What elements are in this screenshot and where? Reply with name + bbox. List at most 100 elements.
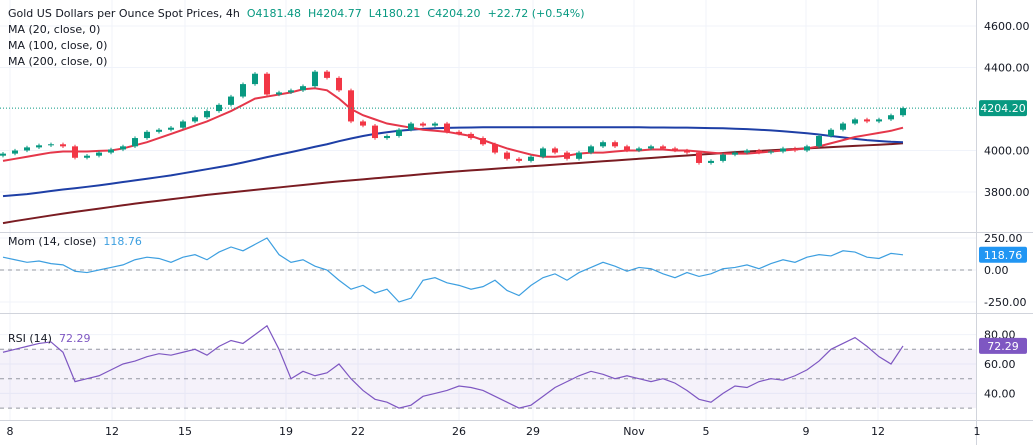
candle-body [696, 152, 702, 163]
candle-body [432, 123, 438, 126]
x-tick-label: 12 [871, 425, 885, 438]
candle-body [144, 131, 150, 139]
candle-body [540, 148, 546, 157]
x-tick-label: 9 [803, 425, 810, 438]
y-tick-label: 40.00 [984, 387, 1016, 400]
candle-body [336, 77, 342, 91]
candle-body [348, 90, 354, 122]
x-tick-label: 29 [526, 425, 540, 438]
candle-body [324, 71, 330, 78]
price-legend: Gold US Dollars per Ounce Spot Prices, 4… [8, 7, 585, 20]
candle-body [444, 123, 450, 132]
x-tick-label: 15 [178, 425, 192, 438]
candle-body [24, 147, 30, 151]
candle-body [876, 119, 882, 122]
x-tick-label: 19 [279, 425, 293, 438]
y-tick-label: 4600.00 [984, 20, 1030, 33]
candle-body [756, 150, 762, 153]
rsi-label: RSI (14) [8, 332, 52, 345]
candle-body [528, 156, 534, 161]
candle-body [408, 123, 414, 130]
candle-body [360, 121, 366, 126]
symbol-title: Gold US Dollars per Ounce Spot Prices, 4… [8, 7, 240, 20]
change-value: +22.72 (+0.54%) [487, 7, 585, 20]
candle-body [240, 84, 246, 97]
last-price-badge-bg [979, 100, 1027, 117]
candle-body [384, 135, 390, 139]
ma200-legend[interactable]: MA (200, close, 0) [8, 55, 108, 68]
ma200-line [2, 142, 904, 225]
candle-body [900, 108, 906, 116]
candle-body [48, 144, 54, 146]
mom-line [2, 237, 904, 303]
open-value: O4181.48 [246, 7, 301, 20]
y-tick-label: 0.00 [984, 264, 1009, 277]
candle-body [120, 146, 126, 150]
candle-body [816, 135, 822, 147]
ma100-line [2, 126, 904, 198]
y-tick-label: 60.00 [984, 358, 1016, 371]
y-tick-label: 4000.00 [984, 145, 1030, 158]
candle-body [300, 86, 306, 91]
candle-body [672, 148, 678, 151]
ma100-legend[interactable]: MA (100, close, 0) [8, 39, 108, 52]
candle-body [288, 90, 294, 93]
y-tick-label: -250.00 [984, 296, 1026, 309]
ma20-legend[interactable]: MA (20, close, 0) [8, 23, 101, 36]
rsi-legend[interactable]: RSI (14) 72.29 [8, 332, 90, 345]
candle-body [600, 142, 606, 147]
candle-body [252, 73, 258, 85]
candle-body [792, 148, 798, 151]
x-tick-label: 5 [703, 425, 710, 438]
candle-body [660, 146, 666, 149]
x-tick-label: 1 [974, 425, 981, 438]
candle-body [852, 119, 858, 124]
candle-body [504, 152, 510, 159]
candle-body [312, 71, 318, 87]
candle-body [396, 129, 402, 136]
candle-body [84, 155, 90, 158]
candle-body [780, 148, 786, 152]
x-tick-label: 22 [351, 425, 365, 438]
candle-body [732, 152, 738, 155]
candle-body [72, 146, 78, 158]
candle-body [804, 146, 810, 151]
candle-body [180, 121, 186, 128]
candle-body [228, 96, 234, 105]
candle-body [708, 160, 714, 163]
mom-legend[interactable]: Mom (14, close) 118.76 [8, 235, 142, 248]
candle-body [276, 92, 282, 95]
candle-body [204, 111, 210, 118]
candle-body [648, 146, 654, 149]
candle-body [684, 150, 690, 153]
rsi-value-badge-bg [979, 337, 1027, 354]
candle-body [372, 125, 378, 139]
candle-body [36, 145, 42, 148]
y-tick-label: 4400.00 [984, 62, 1030, 75]
candle-body [828, 129, 834, 136]
candle-body [744, 150, 750, 153]
candle-body [132, 138, 138, 147]
candle-body [192, 117, 198, 122]
candle-body [840, 123, 846, 130]
candle-body [60, 144, 66, 147]
candle-body [264, 73, 270, 95]
close-value: C4204.20 [427, 7, 481, 20]
ma20-line [2, 87, 904, 162]
candle-body [0, 153, 6, 156]
rsi-value: 72.29 [58, 332, 91, 345]
candle-body [108, 149, 114, 153]
y-tick-label: 3800.00 [984, 186, 1030, 199]
candle-body [636, 148, 642, 151]
candle-body [564, 152, 570, 159]
high-value: H4204.77 [308, 7, 362, 20]
candle-body [720, 154, 726, 161]
x-tick-label: 12 [105, 425, 119, 438]
mom-label: Mom (14, close) [8, 235, 97, 248]
rsi-line [2, 324, 904, 409]
x-tick-label: 8 [7, 425, 14, 438]
candle-body [768, 151, 774, 153]
low-value: L4180.21 [368, 7, 421, 20]
